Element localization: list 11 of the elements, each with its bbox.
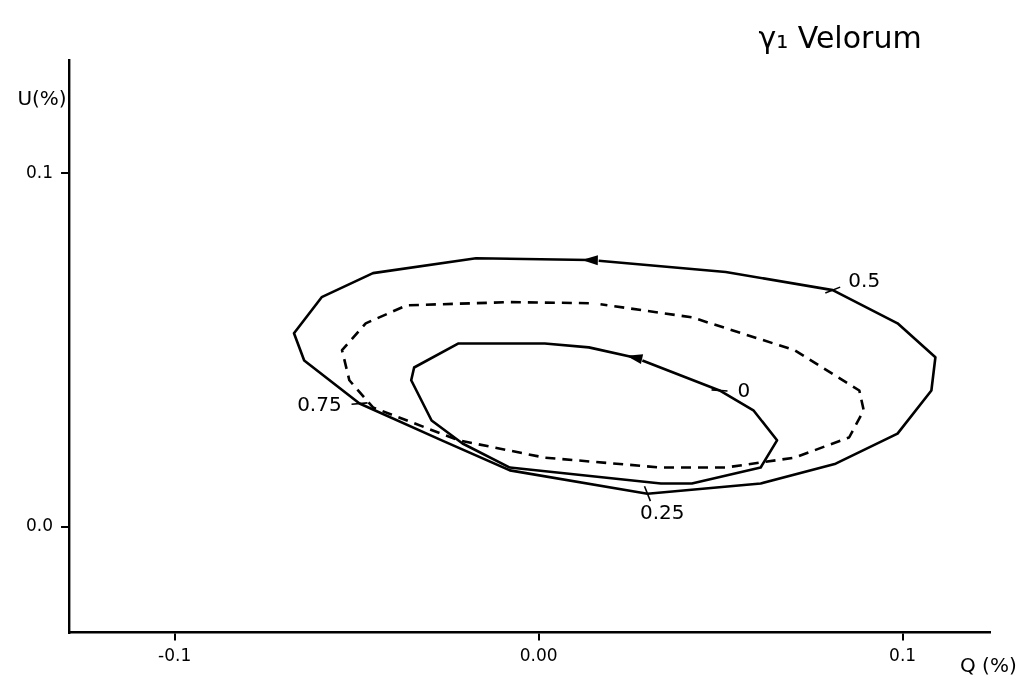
x-tick-label: 0.1 (889, 645, 917, 666)
annotation: 0.5 (848, 268, 881, 293)
annotation: 0 (737, 378, 751, 403)
y-tick-label: 0.0 (25, 514, 54, 535)
x-tick-label: -0.1 (158, 645, 192, 666)
y-axis-title: U(%) (17, 86, 67, 111)
x-axis-title: Q (%) (960, 652, 1017, 677)
x-tick-label: 0.00 (519, 645, 558, 666)
chart-title: γ₁ Velorum (758, 19, 922, 55)
annotation: 0.25 (640, 500, 685, 525)
annotation: 0.75 (297, 391, 342, 416)
